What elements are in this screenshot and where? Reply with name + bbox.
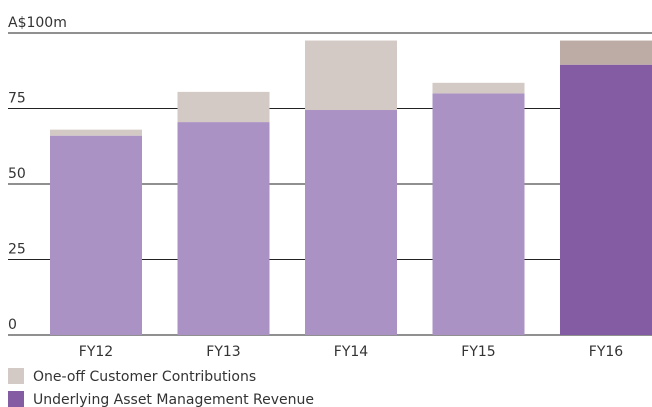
y-tick-label: 0 xyxy=(8,317,17,333)
y-tick-label: 75 xyxy=(8,91,26,107)
bar-segment xyxy=(432,82,525,94)
y-tick-label: A$100m xyxy=(8,15,67,31)
bar-segment xyxy=(177,91,270,123)
x-tick-label: FY12 xyxy=(79,344,113,360)
bar-segment xyxy=(177,122,270,335)
y-tick-label: 25 xyxy=(8,242,26,258)
legend-swatch xyxy=(8,391,24,407)
bar-segment xyxy=(50,135,142,335)
y-tick-label: 50 xyxy=(8,166,26,182)
bar-segment xyxy=(432,93,525,336)
legend-label: Underlying Asset Management Revenue xyxy=(33,392,314,407)
x-tick-label: FY14 xyxy=(334,344,369,360)
x-tick-label: FY15 xyxy=(461,344,495,360)
legend-swatch xyxy=(8,368,24,384)
bar-segment xyxy=(560,40,652,65)
x-tick-label: FY16 xyxy=(589,344,624,360)
x-tick-label: FY13 xyxy=(206,344,240,360)
bar-segment xyxy=(50,129,142,136)
bar-segment xyxy=(305,110,397,335)
bar-segment xyxy=(560,64,652,336)
bar-segment xyxy=(305,40,397,111)
legend-label: One-off Customer Contributions xyxy=(33,369,256,385)
